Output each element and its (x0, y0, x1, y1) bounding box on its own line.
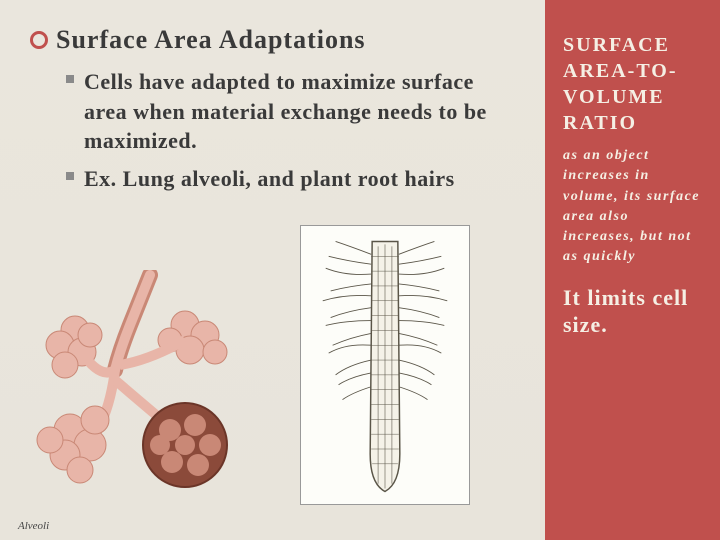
sidebar-conclusion: It limits cell size. (563, 284, 702, 339)
title-row: Surface Area Adaptations (30, 25, 510, 55)
square-bullet-icon (66, 172, 74, 180)
circle-bullet-icon (30, 31, 48, 49)
bullet-text-1: Cells have adapted to maximize surface a… (84, 67, 510, 156)
square-bullet-icon (66, 75, 74, 83)
sidebar: SURFACE AREA-TO-VOLUME RATIO as an objec… (545, 0, 720, 540)
slide-title: Surface Area Adaptations (56, 25, 366, 55)
main-content: Surface Area Adaptations Cells have adap… (30, 25, 510, 202)
roothair-illustration (300, 225, 470, 505)
bullet-2: Ex. Lung alveoli, and plant root hairs (66, 164, 510, 194)
alveoli-caption: Alveoli (18, 520, 49, 532)
sidebar-title: SURFACE AREA-TO-VOLUME RATIO (563, 32, 702, 136)
alveoli-illustration (20, 270, 280, 500)
bullet-1: Cells have adapted to maximize surface a… (66, 67, 510, 156)
bullet-text-2: Ex. Lung alveoli, and plant root hairs (84, 164, 455, 194)
sidebar-subtitle: as an object increases in volume, its su… (563, 146, 702, 268)
